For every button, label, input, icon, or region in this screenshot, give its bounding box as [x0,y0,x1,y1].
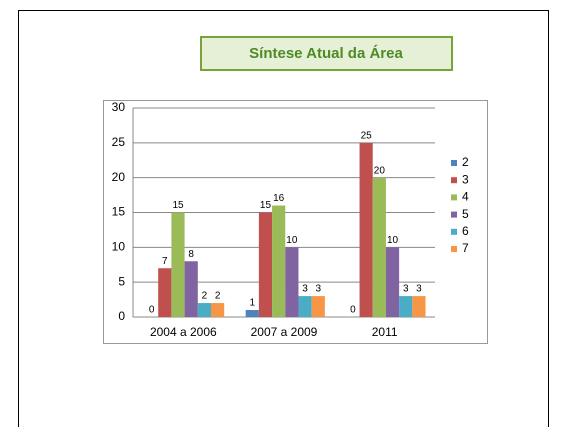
legend-swatch [451,194,457,201]
legend-label: 2 [462,155,469,169]
bar [298,296,312,317]
data-label: 15 [172,200,184,211]
bar [311,296,325,317]
legend-swatch [451,177,457,184]
bar [258,212,273,317]
bar [184,261,198,317]
title-box [200,36,453,71]
legend-swatch [451,211,457,218]
legend-swatch [451,246,457,252]
data-label: 2 [202,291,208,302]
x-tick-label: 2007 a 2009 [251,325,318,339]
data-label: 2 [215,291,221,302]
data-label: 7 [162,256,168,267]
data-label: 25 [361,130,373,141]
data-label: 15 [260,200,272,211]
bar [285,247,299,317]
data-label: 0 [149,305,155,316]
bar [372,177,386,317]
legend-swatch [451,228,457,235]
y-tick-label: 15 [112,205,126,219]
legend-label: 3 [462,172,469,186]
bar [245,310,259,317]
data-label: 3 [315,284,321,295]
bar [197,303,211,317]
legend-swatch [451,160,457,166]
data-label: 0 [350,305,356,316]
y-tick-label: 5 [118,274,125,288]
y-tick-label: 20 [112,170,126,184]
bar [385,247,400,317]
x-tick-label: 2004 a 2006 [150,325,217,339]
data-label: 8 [188,249,194,260]
data-label: 3 [403,284,409,295]
legend-label: 4 [462,190,469,204]
x-tick-label: 2011 [372,325,398,339]
bar [211,303,225,317]
bar [359,142,373,317]
y-tick-label: 10 [112,240,126,254]
y-tick-label: 25 [112,135,126,149]
data-label: 16 [273,193,285,204]
data-label: 10 [286,235,298,246]
legend-label: 7 [462,241,469,255]
y-tick-label: 30 [112,100,126,114]
y-tick-label: 0 [118,309,125,323]
data-label: 20 [374,165,386,176]
data-label: 3 [416,284,422,295]
legend-label: 6 [462,224,469,238]
bar [272,205,286,317]
chart-title: Síntese Atual da Área [249,45,403,62]
bar [412,296,426,317]
bar [158,268,172,317]
data-label: 1 [249,298,255,309]
legend-label: 5 [462,207,469,221]
bar [399,296,413,317]
bar [171,212,185,317]
data-label: 3 [302,284,308,295]
data-label: 10 [387,235,399,246]
